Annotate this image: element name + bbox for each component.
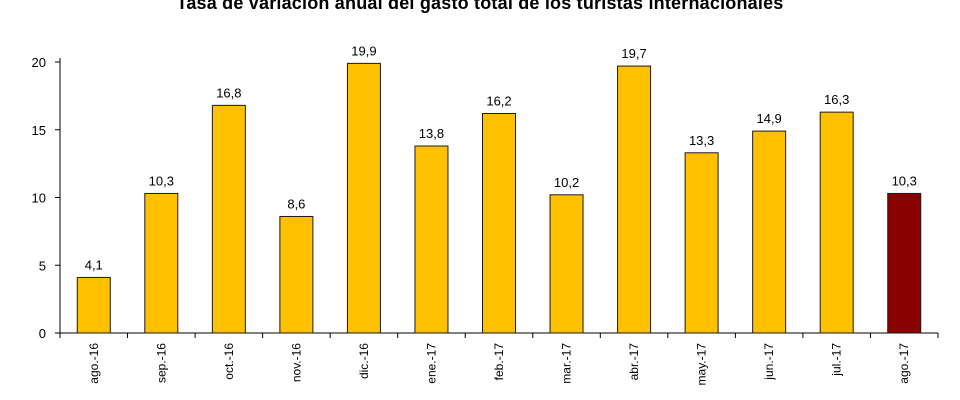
bar <box>346 62 381 334</box>
bar <box>144 192 179 334</box>
data-label: 10,3 <box>892 173 917 188</box>
data-label: 16,2 <box>486 93 511 108</box>
data-label: 16,3 <box>824 92 849 107</box>
bar <box>279 215 314 334</box>
data-label: 19,7 <box>621 46 646 61</box>
bar <box>211 104 246 334</box>
data-label: 13,3 <box>689 133 714 148</box>
data-label: 16,8 <box>216 85 241 100</box>
x-tick-label: feb.-17 <box>492 343 506 381</box>
bar <box>887 192 922 334</box>
data-label: 19,9 <box>351 43 376 58</box>
x-tick-label: nov.-16 <box>289 343 303 382</box>
bar <box>684 152 719 334</box>
x-tick-label: may.-17 <box>695 343 709 386</box>
data-label: 10,2 <box>554 175 579 190</box>
x-tick-label: dic.-16 <box>357 343 371 379</box>
x-tick-label: sep.-16 <box>154 343 168 383</box>
bar <box>752 130 787 334</box>
bar <box>482 112 516 334</box>
data-label: 14,9 <box>756 111 781 126</box>
y-tick-label: 20 <box>32 55 46 70</box>
y-tick-label: 5 <box>39 258 46 273</box>
y-tick-label: 0 <box>39 326 46 341</box>
bar <box>76 276 111 334</box>
data-label: 4,1 <box>85 257 103 272</box>
y-tick-label: 10 <box>32 191 46 206</box>
data-label: 8,6 <box>287 196 305 211</box>
bar <box>819 111 854 334</box>
bar <box>414 145 449 334</box>
x-tick-label: abr.-17 <box>627 343 641 381</box>
x-tick-label: mar.-17 <box>560 343 574 384</box>
x-tick-label: ene.-17 <box>424 343 438 384</box>
bar <box>549 194 584 334</box>
bar <box>617 65 652 334</box>
data-label: 10,3 <box>149 173 174 188</box>
y-tick-label: 15 <box>32 123 46 138</box>
x-tick-label: ago.-17 <box>897 343 911 384</box>
x-tick-label: jul.-17 <box>830 343 844 377</box>
chart-title: Tasa de variación anual del gasto total … <box>176 0 784 13</box>
x-tick-label: ago.-16 <box>87 343 101 384</box>
x-tick-label: oct.-16 <box>222 343 236 380</box>
data-label: 13,8 <box>419 126 444 141</box>
x-tick-label: jun.-17 <box>762 343 776 381</box>
